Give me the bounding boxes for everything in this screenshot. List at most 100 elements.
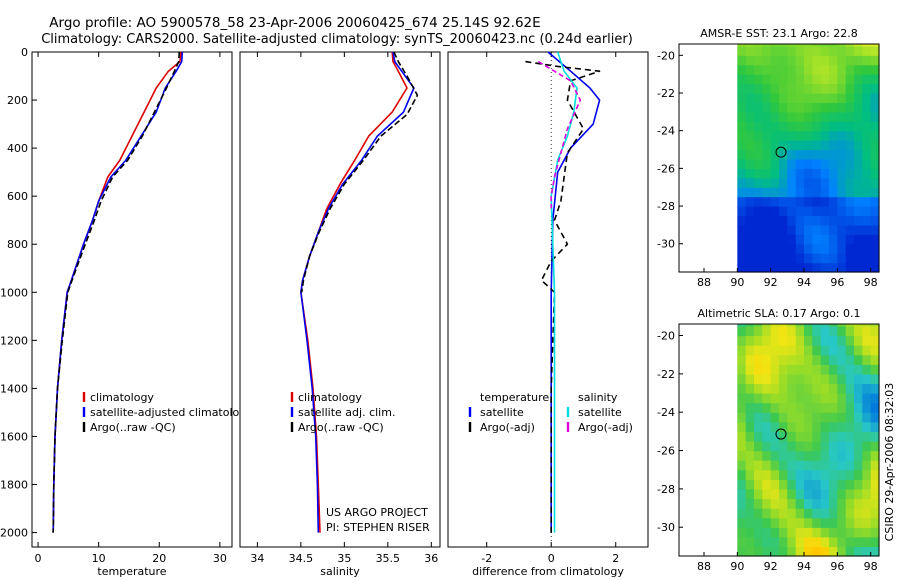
altimetric-sla-map-cell (845, 536, 855, 547)
altimetric-sla-map-cell (820, 402, 830, 413)
amsre-sst-map-cell (737, 187, 747, 198)
amsre-sst-map-cell (795, 224, 805, 235)
altimetric-sla-map-cell (779, 383, 788, 394)
amsre-sst-map-cell (837, 177, 847, 188)
amsre-sst-map-cell (820, 215, 830, 226)
altimetric-sla-map-cell (762, 441, 772, 452)
amsre-sst-map-cell (779, 215, 788, 226)
altimetric-sla-map-cell (787, 450, 797, 461)
altimetric-sla-map-cell (862, 527, 872, 538)
altimetric-sla-map-cell (870, 345, 880, 356)
amsre-sst-map-cell (804, 168, 813, 179)
amsre-sst-map-cell (837, 158, 847, 169)
altimetric-sla-map-cell (770, 479, 780, 490)
difference-profile-series-line (525, 60, 601, 533)
altimetric-sla-map-cell (812, 469, 822, 480)
altimetric-sla-map-cell (745, 469, 755, 480)
altimetric-sla-map-cell (762, 402, 772, 413)
altimetric-sla-map-cell (762, 364, 772, 375)
amsre-sst-map-cell (820, 44, 830, 47)
altimetric-sla-map-cell (804, 508, 813, 519)
amsre-sst-map-cell (837, 44, 847, 47)
amsre-sst-map-cell (745, 262, 755, 273)
amsre-sst-map-cell (745, 196, 755, 207)
amsre-sst-map-cell (779, 253, 788, 264)
amsre-sst-map-cell (787, 158, 797, 169)
amsre-sst-map-cell (870, 234, 880, 245)
altimetric-sla-map-cell (787, 546, 797, 557)
amsre-sst-map-cell (837, 111, 847, 122)
altimetric-sla-map-cell (770, 335, 780, 346)
amsre-sst-map-cell (845, 168, 855, 179)
altimetric-sla-map-cell (820, 527, 830, 538)
amsre-sst-map-cell (795, 168, 805, 179)
amsre-sst-map-cell (837, 83, 847, 94)
altimetric-sla-map-cell (870, 498, 880, 509)
amsre-sst-map-cell (745, 168, 755, 179)
altimetric-sla-map-cell (770, 431, 780, 442)
amsre-sst-map-cell (854, 83, 863, 94)
altimetric-sla-map-xtick-label: 94 (797, 560, 811, 573)
temperature-profile-frame (31, 51, 233, 548)
altimetric-sla-map-cell (754, 517, 763, 528)
amsre-sst-map-cell (754, 262, 763, 273)
amsre-sst-map-cell (745, 55, 755, 66)
amsre-sst-map-cell (795, 44, 805, 47)
altimetric-sla-map-cell (804, 450, 813, 461)
amsre-sst-map-cell (862, 74, 872, 85)
amsre-sst-map-cell (862, 111, 872, 122)
altimetric-sla-map-cell (854, 517, 863, 528)
altimetric-sla-map-cell (854, 373, 863, 385)
salinity-profile-legend-label: climatology (298, 391, 362, 404)
altimetric-sla-map-cell (770, 469, 780, 480)
altimetric-sla-map-cell (770, 498, 780, 509)
temperature-profile-legend-label: climatology (90, 391, 154, 404)
difference-profile-xlabel: difference from climatology (472, 565, 624, 578)
amsre-sst-map-cell (762, 64, 772, 75)
altimetric-sla-map-cell (854, 324, 863, 327)
altimetric-sla-map-cell (787, 324, 797, 327)
amsre-sst-map-cell (787, 177, 797, 188)
temperature-profile-xtick-label: 10 (92, 552, 106, 565)
salinity-profile-xtick-label: 34 (250, 552, 264, 565)
amsre-sst-map-cell (737, 55, 747, 66)
amsre-sst-map-cell (845, 64, 855, 75)
altimetric-sla-map-xtick-label: 96 (830, 560, 844, 573)
amsre-sst-map-cell (870, 177, 880, 188)
amsre-sst-map-cell (745, 224, 755, 235)
altimetric-sla-map-cell (829, 488, 838, 500)
amsre-sst-map-ytick-label: -28 (657, 200, 675, 213)
altimetric-sla-map-cell (812, 335, 822, 346)
amsre-sst-map-cell (762, 55, 772, 66)
amsre-sst-map-cell (787, 187, 797, 198)
altimetric-sla-map-cell (820, 324, 830, 327)
amsre-sst-map-cell (870, 130, 880, 141)
amsre-sst-map-cell (745, 102, 755, 113)
altimetric-sla-map-cell (762, 450, 772, 461)
amsre-sst-map-cell (787, 215, 797, 226)
altimetric-sla-map-cell (820, 498, 830, 509)
amsre-sst-map-cell (854, 224, 863, 235)
altimetric-sla-map-cell (829, 383, 838, 394)
altimetric-sla-map-cell (787, 498, 797, 509)
altimetric-sla-map-cell (870, 373, 880, 385)
amsre-sst-map-cell (854, 158, 863, 169)
amsre-sst-map-cell (862, 206, 872, 216)
altimetric-sla-map-cell (804, 498, 813, 509)
altimetric-sla-map-cell (779, 393, 788, 404)
altimetric-sla-map-cell (795, 383, 805, 394)
altimetric-sla-map-cell (829, 412, 838, 423)
amsre-sst-map-ytick-label: -20 (657, 49, 675, 62)
temperature-profile-xtick-label: 30 (213, 552, 227, 565)
amsre-sst-map-cell (737, 121, 747, 132)
amsre-sst-map-cell (837, 206, 847, 216)
altimetric-sla-map-cell (820, 383, 830, 394)
altimetric-sla-map-cell (854, 421, 863, 432)
amsre-sst-map-cell (787, 224, 797, 235)
altimetric-sla-map-cell (754, 345, 763, 356)
amsre-sst-map-cell (737, 262, 747, 273)
altimetric-sla-map-cell (829, 325, 838, 337)
amsre-sst-map-cell (770, 215, 780, 226)
altimetric-sla-map-cell (845, 335, 855, 346)
altimetric-sla-map-cell (737, 325, 747, 337)
